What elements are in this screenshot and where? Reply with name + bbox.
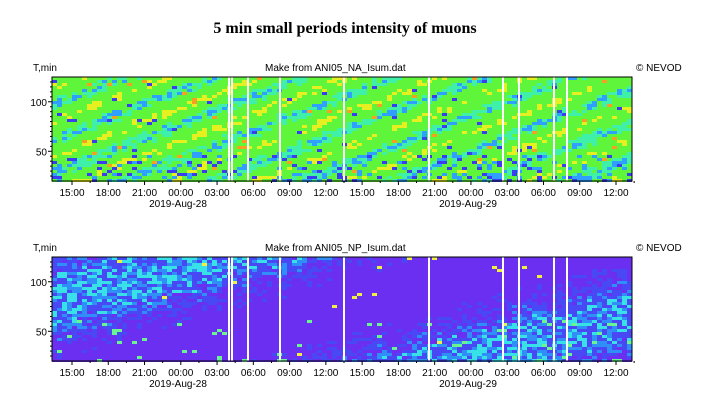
x-tick-label: 21:00 bbox=[422, 188, 447, 199]
heatmap-plot-np: 50 100 15:00 18:00 21:00 00:00 03:00 06:00 09:00… bbox=[0, 240, 715, 405]
x-tick-label: 06:00 bbox=[531, 368, 556, 379]
x-tick-label: 18:00 bbox=[96, 368, 121, 379]
x-tick-label: 18:00 bbox=[96, 188, 121, 199]
x-tick-label: 03:00 bbox=[495, 188, 520, 199]
date-label: 2019-Aug-28 bbox=[149, 379, 207, 390]
x-tick-label: 09:00 bbox=[277, 188, 302, 199]
x-tick-label: 00:00 bbox=[458, 188, 483, 199]
y-tick-label: 100 bbox=[30, 278, 47, 289]
heatmap-cells bbox=[52, 257, 632, 362]
x-tick-label: 21:00 bbox=[132, 368, 157, 379]
data-gap-line bbox=[228, 77, 230, 181]
x-tick-label: 12:00 bbox=[313, 188, 338, 199]
x-tick-label: 21:00 bbox=[422, 368, 447, 379]
x-tick-label: 12:00 bbox=[603, 368, 628, 379]
data-gap-line bbox=[279, 257, 281, 361]
data-gap-line bbox=[566, 77, 568, 181]
data-gap-line bbox=[231, 77, 233, 181]
x-tick-label: 06:00 bbox=[241, 188, 266, 199]
x-tick-label: 00:00 bbox=[168, 368, 193, 379]
y-tick-label: 50 bbox=[36, 147, 48, 158]
data-gap-line bbox=[553, 257, 555, 361]
data-gap-line bbox=[518, 77, 520, 181]
date-label: 2019-Aug-28 bbox=[149, 199, 207, 210]
x-tick-label: 03:00 bbox=[495, 368, 520, 379]
data-gap-line bbox=[428, 77, 430, 181]
date-label: 2019-Aug-29 bbox=[439, 199, 497, 210]
x-tick-label: 18:00 bbox=[386, 188, 411, 199]
y-tick-label: 100 bbox=[30, 98, 47, 109]
x-tick-label: 18:00 bbox=[386, 368, 411, 379]
heatmap-plot-na: 50 100 15:00 18:00 21:00 00:00 03:00 06:00 09:00… bbox=[0, 60, 715, 225]
data-gap-line bbox=[247, 257, 249, 361]
data-gap-line bbox=[428, 257, 430, 361]
x-tick-label: 09:00 bbox=[567, 368, 592, 379]
x-tick-label: 09:00 bbox=[277, 368, 302, 379]
data-gap-line bbox=[518, 257, 520, 361]
x-tick-label: 06:00 bbox=[241, 368, 266, 379]
x-tick-label: 06:00 bbox=[531, 188, 556, 199]
x-tick-label: 15:00 bbox=[350, 368, 375, 379]
data-gap-line bbox=[231, 257, 233, 361]
x-tick-label: 03:00 bbox=[205, 368, 230, 379]
data-gap-line bbox=[228, 257, 230, 361]
x-tick-label: 15:00 bbox=[59, 188, 84, 199]
x-tick-label: 15:00 bbox=[350, 188, 375, 199]
x-tick-label: 15:00 bbox=[59, 368, 84, 379]
x-tick-label: 00:00 bbox=[458, 368, 483, 379]
chart-panel-np: T,min Make from ANI05_NP_Isum.dat © NEVO… bbox=[0, 240, 715, 405]
x-tick-label: 21:00 bbox=[132, 188, 157, 199]
data-gap-line bbox=[343, 77, 345, 181]
data-gap-line bbox=[502, 257, 504, 361]
heatmap-cells bbox=[52, 77, 632, 182]
x-tick-label: 00:00 bbox=[168, 188, 193, 199]
data-gap-line bbox=[502, 77, 504, 181]
data-gap-line bbox=[279, 77, 281, 181]
date-label: 2019-Aug-29 bbox=[439, 379, 497, 390]
x-tick-label: 09:00 bbox=[567, 188, 592, 199]
data-gap-line bbox=[566, 257, 568, 361]
x-tick-label: 12:00 bbox=[603, 188, 628, 199]
y-tick-label: 50 bbox=[36, 327, 48, 338]
data-gap-line bbox=[247, 77, 249, 181]
data-gap-line bbox=[553, 77, 555, 181]
x-tick-label: 03:00 bbox=[205, 188, 230, 199]
page-title: 5 min small periods intensity of muons bbox=[0, 20, 690, 38]
data-gap-line bbox=[343, 257, 345, 361]
chart-panel-na: T,min Make from ANI05_NA_Isum.dat © NEVO… bbox=[0, 60, 715, 225]
x-tick-label: 12:00 bbox=[313, 368, 338, 379]
